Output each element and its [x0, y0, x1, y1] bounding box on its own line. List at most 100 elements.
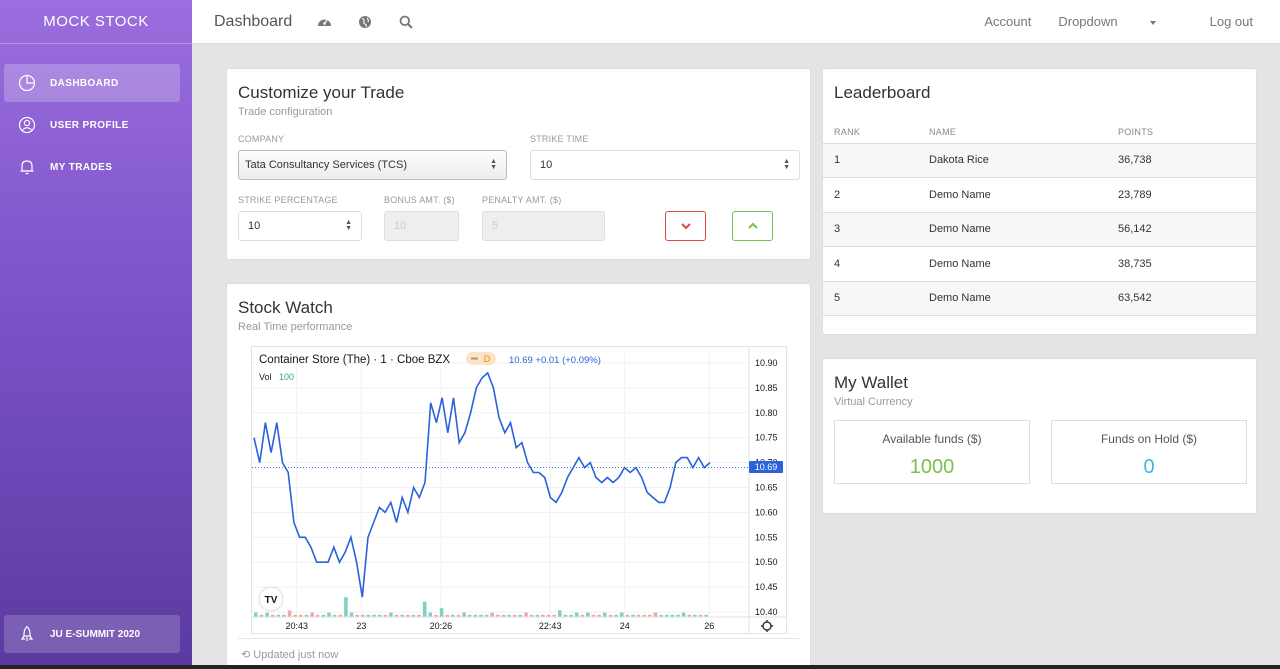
- sidebar-item-label: MY TRADES: [50, 161, 113, 173]
- volume-bar: [524, 612, 528, 617]
- volume-bar: [558, 610, 562, 617]
- updated-text: Updated just now: [253, 649, 339, 661]
- stock-chart[interactable]: 10.9010.8510.8010.7510.7010.6510.6010.55…: [252, 347, 787, 634]
- volume-bar: [389, 612, 393, 617]
- strike-time-input[interactable]: 10 ▲ ▼: [530, 150, 800, 180]
- rank-cell: 2: [823, 177, 929, 213]
- symbol-title: Container Store (The) · 1 · Cboe BZX: [259, 354, 450, 366]
- sidebar-item-ju-esummit[interactable]: JU E-SUMMIT 2020: [4, 615, 180, 653]
- y-tick-label: 10.50: [755, 557, 778, 567]
- strike-percentage-input[interactable]: 10 ▲ ▼: [238, 211, 362, 241]
- trade-down-button[interactable]: [665, 211, 706, 241]
- history-icon: ⟲: [241, 649, 251, 661]
- company-select[interactable]: Tata Consultancy Services (TCS) ▲ ▼: [238, 150, 507, 180]
- search-icon[interactable]: [398, 14, 414, 30]
- bottom-strip: [0, 665, 1280, 669]
- settings-gear-icon[interactable]: [761, 620, 773, 632]
- globe-icon[interactable]: [357, 14, 373, 30]
- volume-bar: [704, 614, 708, 617]
- rocket-icon: [18, 625, 36, 643]
- volume-bar: [496, 614, 500, 617]
- volume-bar: [372, 614, 376, 617]
- pie-chart-icon: [18, 74, 36, 92]
- sidebar-item-my-trades[interactable]: MY TRADES: [4, 148, 180, 186]
- strike-percentage-value: 10: [248, 220, 261, 232]
- y-tick-label: 10.75: [755, 433, 778, 443]
- volume-bar: [501, 614, 506, 617]
- svg-text:TV: TV: [265, 595, 278, 606]
- volume-bar: [586, 612, 590, 617]
- volume-bar: [411, 614, 416, 617]
- available-funds-value: 1000: [909, 456, 955, 478]
- stepper-icon[interactable]: ▲ ▼: [783, 158, 790, 171]
- volume-bar: [434, 614, 438, 617]
- volume-bar: [259, 614, 264, 617]
- volume-bar: [552, 614, 556, 617]
- table-row: 2 Demo Name 23,789: [823, 177, 1256, 213]
- strike-time-value: 10: [540, 159, 553, 171]
- points-cell: 23,789: [1118, 177, 1256, 213]
- user-icon: [18, 116, 36, 134]
- volume-bar: [698, 614, 703, 617]
- name-cell: Demo Name: [929, 246, 1118, 282]
- strike-percentage-label: STRIKE PERCENTAGE: [238, 195, 338, 205]
- badge-dash-icon: [471, 357, 478, 360]
- points-cell: 56,142: [1118, 212, 1256, 247]
- column-header-rank: RANK: [823, 121, 929, 144]
- sidebar-item-dashboard[interactable]: DASHBOARD: [4, 64, 180, 102]
- table-row: 5 Demo Name 63,542: [823, 281, 1256, 316]
- volume-bar: [332, 614, 337, 617]
- sidebar-item-label: DASHBOARD: [50, 77, 119, 89]
- volume-bar: [681, 612, 686, 617]
- volume-bar: [293, 614, 297, 617]
- volume-bar: [287, 610, 292, 617]
- rank-cell: 5: [823, 281, 929, 316]
- funds-on-hold-box: Funds on Hold ($) 0: [1051, 420, 1247, 484]
- name-cell: Dakota Rice: [929, 143, 1118, 178]
- volume-bar: [349, 612, 354, 617]
- volume-bar: [670, 614, 675, 617]
- volume-bar: [659, 614, 663, 617]
- logout-link[interactable]: Log out: [1209, 14, 1253, 29]
- top-navbar: Dashboard Account Dropdown Log out: [192, 0, 1280, 44]
- volume-bar: [467, 614, 472, 617]
- volume-bar: [529, 614, 534, 617]
- stepper-icon[interactable]: ▲ ▼: [345, 219, 352, 232]
- volume-bar: [676, 614, 680, 617]
- volume-bar: [563, 614, 568, 617]
- price-series-line: [253, 371, 711, 598]
- volume-bar: [507, 614, 511, 617]
- wallet-subtitle: Virtual Currency: [834, 396, 913, 408]
- column-header-name: NAME: [929, 121, 1118, 144]
- volume-bar: [304, 614, 309, 617]
- stock-chart-widget[interactable]: 10.9010.8510.8010.7510.7010.6510.6010.55…: [251, 346, 787, 634]
- x-tick-label: 20:26: [430, 621, 453, 631]
- volume-bar: [400, 614, 404, 617]
- volume-bar: [541, 614, 545, 617]
- volume-bar: [574, 612, 579, 617]
- sidebar-bottom-label: JU E-SUMMIT 2020: [50, 628, 141, 640]
- funds-on-hold-label: Funds on Hold ($): [1100, 432, 1198, 446]
- dropdown-menu[interactable]: Dropdown: [1058, 14, 1182, 29]
- volume-bar: [603, 612, 607, 617]
- brand-logo[interactable]: MOCK STOCK: [0, 0, 192, 44]
- sidebar-item-user-profile[interactable]: USER PROFILE: [4, 106, 180, 144]
- volume-bar: [653, 612, 658, 617]
- table-row: 3 Demo Name 56,142: [823, 212, 1256, 247]
- bell-icon: [18, 158, 36, 176]
- trade-up-button[interactable]: [732, 211, 773, 241]
- penalty-amount-field: 5: [482, 211, 605, 241]
- dashboard-gauge-icon[interactable]: [316, 14, 332, 30]
- volume-bar: [383, 614, 388, 617]
- sidebar-nav: DASHBOARD USER PROFILE MY TRADES: [0, 64, 192, 186]
- account-link[interactable]: Account: [984, 14, 1032, 29]
- volume-bar: [310, 612, 314, 617]
- company-label: COMPANY: [238, 134, 285, 144]
- points-cell: 38,735: [1118, 246, 1256, 282]
- tradingview-logo-icon[interactable]: TV: [258, 586, 284, 612]
- leaderboard-card: Leaderboard RANK NAME POINTS 1 Dakota Ri…: [822, 68, 1257, 335]
- volume-bar: [417, 614, 421, 617]
- chevron-up-icon: [747, 222, 758, 229]
- volume-bar: [361, 614, 365, 617]
- sidebar: MOCK STOCK DASHBOARD USER PROFILE MY TRA…: [0, 0, 192, 669]
